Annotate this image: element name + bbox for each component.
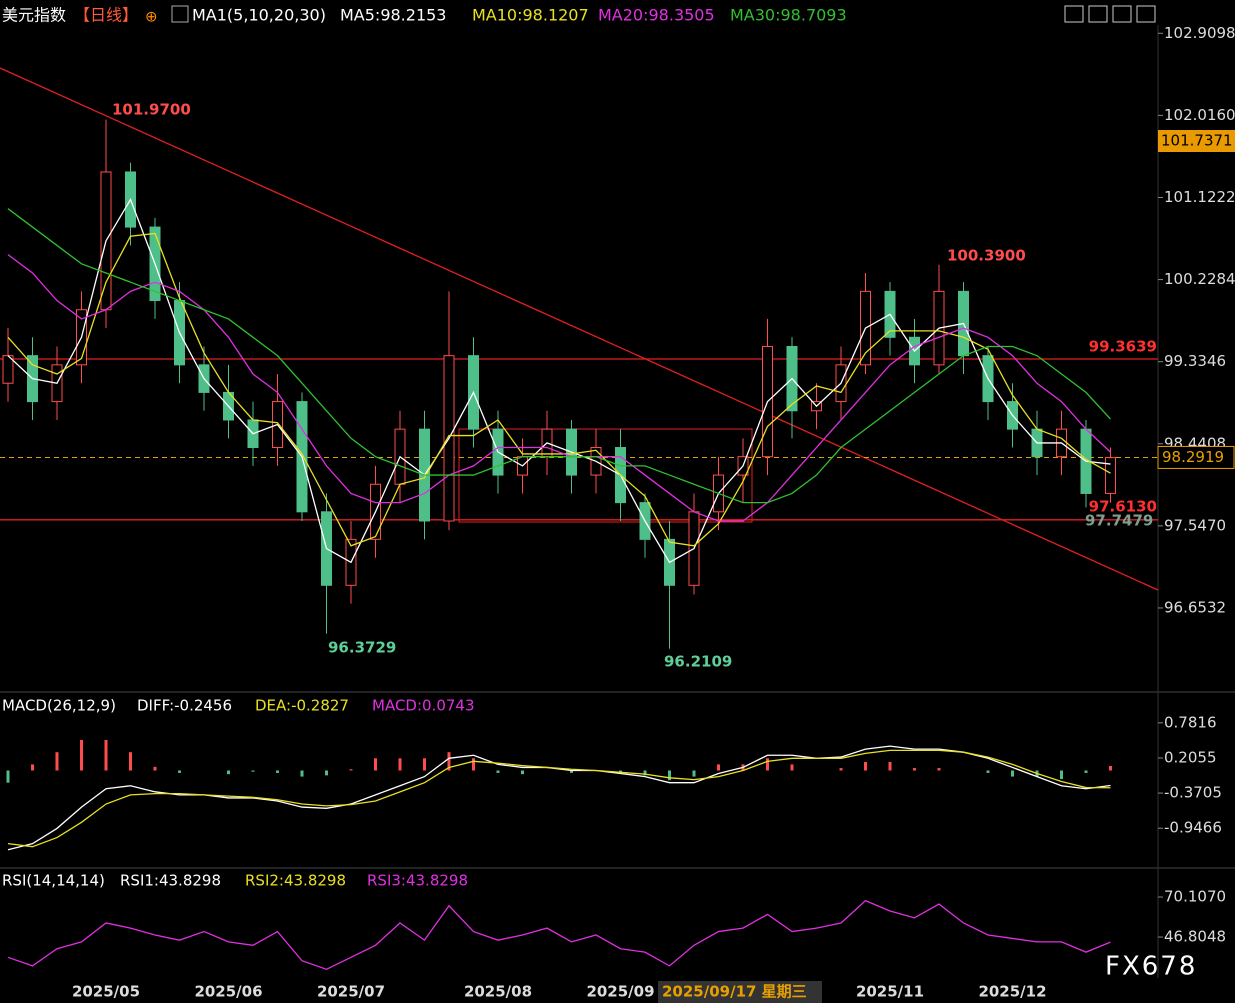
title: 美元指数 [2, 6, 66, 25]
macd-legend: MACD:0.0743 [372, 697, 475, 715]
y-tick-label: 101.1222 [1164, 188, 1235, 206]
extreme-label: 101.9700 [112, 101, 191, 119]
level-label: 99.3639 [1089, 337, 1157, 355]
y-tick-label: 96.6532 [1164, 598, 1226, 616]
cursor-box [658, 981, 822, 1003]
x-tick-label: 2025/05 [72, 983, 140, 1001]
y-tick-label: -0.9466 [1164, 819, 1222, 837]
extreme-label: 96.3729 [328, 639, 396, 657]
ma-line [7, 208, 1111, 504]
indicator-label: MA1(5,10,20,30) [192, 6, 326, 25]
y-tick-label: 100.2284 [1164, 270, 1235, 288]
marker-box [1158, 129, 1235, 152]
extreme-label: 97.7479 [1085, 512, 1153, 530]
level-label: 97.6130 [1089, 497, 1157, 515]
watermark: FX678 [1105, 952, 1197, 982]
dea-line [7, 749, 1111, 848]
x-tick-label: 2025/09 [586, 983, 654, 1001]
cursor-label: 2025/09/17 星期三 [662, 983, 807, 1001]
y-tick-label: 70.1070 [1164, 888, 1226, 906]
ma-line [7, 232, 1111, 547]
x-tick-label: 2025/07 [317, 983, 385, 1001]
y-tick-label: 97.5470 [1164, 516, 1226, 534]
candle-body [1105, 457, 1116, 494]
tool-icon[interactable] [1136, 5, 1156, 23]
period[interactable]: 【日线】 [74, 6, 138, 25]
toolbar[interactable] [1064, 5, 1156, 23]
trend-line [0, 67, 1159, 591]
ma-line [7, 198, 1111, 564]
tool-icon[interactable] [1112, 5, 1132, 23]
marker-label: 101.7371 [1161, 131, 1233, 149]
last-price-label: 98.2919 [1162, 448, 1224, 466]
x-tick-label: 2025/11 [856, 983, 924, 1001]
rsi-line [7, 899, 1111, 971]
ma-legend: MA5:98.2153 [340, 6, 446, 25]
y-tick-label: 0.2055 [1164, 748, 1217, 766]
ma-legend: MA30:98.7093 [730, 6, 847, 25]
ma-line [7, 254, 1111, 522]
extreme-label: 96.2109 [664, 653, 732, 671]
extreme-label: 100.3900 [947, 247, 1026, 265]
y-tick-label: 102.0160 [1164, 106, 1235, 124]
add-icon[interactable]: ⊕ [145, 8, 158, 26]
ma-legend: MA20:98.3505 [598, 6, 715, 25]
x-tick-label: 2025/06 [194, 983, 262, 1001]
macd-legend: DEA:-0.2827 [255, 697, 349, 715]
y-tick-label: 99.3346 [1164, 352, 1226, 370]
rsi-legend: RSI1:43.8298 [120, 872, 221, 890]
y-tick-label: 46.8048 [1164, 928, 1226, 946]
rsi-legend: RSI3:43.8298 [367, 872, 468, 890]
rsi-legend: RSI2:43.8298 [245, 872, 346, 890]
macd-legend: DIFF:-0.2456 [137, 697, 232, 715]
y-tick-label: -0.3705 [1164, 784, 1222, 802]
x-tick-label: 2025/12 [978, 983, 1046, 1001]
indicator-icon[interactable] [171, 5, 189, 23]
tool-icon[interactable] [1064, 5, 1084, 23]
x-tick-label: 2025/08 [464, 983, 532, 1001]
y-tick-label: 102.9098 [1164, 24, 1235, 42]
tool-icon[interactable] [1088, 5, 1108, 23]
macd-title: MACD(26,12,9) [2, 697, 116, 715]
ma-legend: MA10:98.1207 [472, 6, 589, 25]
last-price-box [1157, 445, 1235, 469]
y-tick-label: 0.7816 [1164, 713, 1217, 731]
rsi-title: RSI(14,14,14) [2, 872, 105, 890]
